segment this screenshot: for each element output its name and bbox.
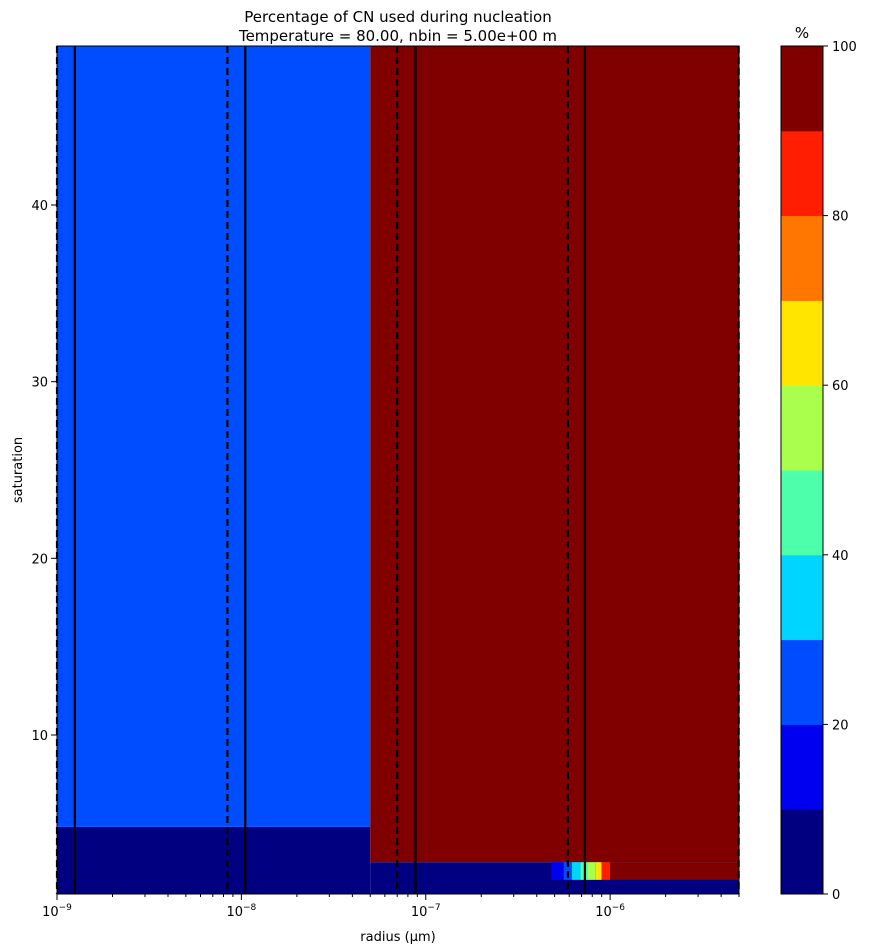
x-tick-label-3: 10−6	[595, 903, 625, 920]
x-tick-label-2: 10−7	[411, 903, 441, 920]
colorbar: 0 20 40 60 80 100	[781, 40, 857, 903]
colorbar-tick-label-1: 20	[832, 718, 849, 733]
colorbar-band-4	[781, 470, 823, 556]
colorbar-band-9	[781, 46, 823, 132]
x-tick-base: 10	[42, 905, 59, 920]
x-tick-exponent: −8	[243, 903, 257, 913]
colorbar-band-0	[781, 809, 823, 895]
colorbar-band-6	[781, 300, 823, 386]
chart-title: Percentage of CN used during nucleation	[244, 8, 551, 26]
chart-subtitle: Temperature = 80.00, nbin = 5.00e+00 m	[238, 27, 557, 45]
heatmap-region-10	[595, 862, 602, 880]
colorbar-band-3	[781, 554, 823, 641]
x-tick-exponent: −7	[427, 903, 440, 913]
heatmap-region-3	[370, 46, 739, 863]
heatmap-region-5	[551, 862, 564, 880]
y-tick-label-1: 20	[31, 552, 48, 567]
colorbar-band-7	[781, 215, 823, 301]
heatmap-region-11	[601, 862, 611, 880]
colorbar-band-1	[781, 724, 823, 810]
x-tick-exponent: −9	[59, 903, 73, 913]
x-tick-label-1: 10−8	[226, 903, 256, 920]
heatmap-region-0	[57, 826, 371, 894]
x-tick-base: 10	[226, 905, 243, 920]
colorbar-band-5	[781, 385, 823, 471]
colorbar-frame	[780, 45, 824, 895]
heatmap-region-4	[610, 862, 739, 880]
y-axis-label: saturation	[11, 437, 26, 503]
colorbar-tick-label-0: 0	[832, 888, 840, 903]
heatmap-region-1	[57, 46, 371, 827]
colorbar-tick-label-5: 100	[832, 40, 857, 55]
x-tick-exponent: −6	[612, 903, 626, 913]
colorbar-band-2	[781, 639, 823, 725]
colorbar-tick-label-3: 60	[832, 379, 849, 394]
x-tick-base: 10	[595, 905, 612, 920]
colorbar-tick-label-2: 40	[832, 549, 849, 564]
x-tick-label-0: 10−9	[42, 903, 72, 920]
y-tick-label-3: 40	[31, 199, 48, 214]
x-axis-label: radius (µm)	[360, 930, 435, 945]
colorbar-tick-label-4: 80	[832, 210, 849, 225]
y-tick-label-2: 30	[31, 376, 48, 391]
x-tick-base: 10	[411, 905, 428, 920]
y-tick-label-0: 10	[31, 729, 48, 744]
heatmap-region-9	[587, 862, 596, 880]
heatmap-region-7	[571, 862, 581, 880]
y-axis: 10 20 30 40	[31, 199, 57, 744]
heatmap-cells	[57, 46, 739, 894]
plot-frame	[56, 45, 740, 895]
colorbar-label: %	[795, 24, 809, 42]
heatmap-region-8	[580, 862, 588, 880]
colorbar-band-8	[781, 130, 823, 217]
x-axis: 10−9 10−8 10−7 10−6	[42, 894, 740, 920]
